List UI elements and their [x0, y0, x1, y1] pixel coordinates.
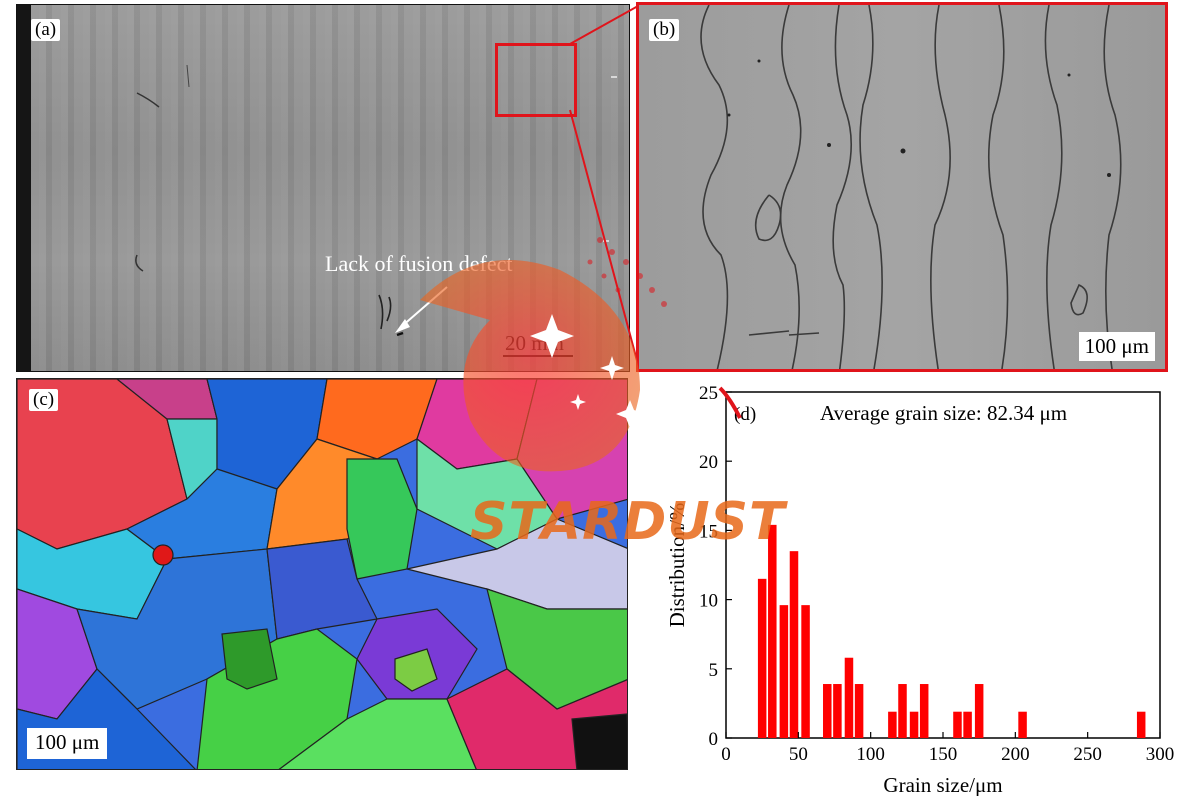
x-tick-label: 250 [1073, 744, 1102, 765]
x-tick-label: 300 [1146, 744, 1175, 765]
histogram-bar [1136, 711, 1146, 738]
histogram-bar [1018, 711, 1027, 738]
panel-a-label: (a) [31, 19, 61, 41]
ebsd-map-panel: (c) 100 μm [16, 378, 628, 770]
histogram-bar [974, 684, 984, 738]
scale-label-a: 20 mm [505, 331, 564, 355]
histogram-bar [768, 524, 777, 738]
x-tick-label: 100 [856, 744, 885, 765]
scale-label-b: 100 μm [1084, 334, 1149, 358]
y-tick-label: 10 [699, 591, 718, 612]
watermark-text: STARDUST [470, 492, 786, 552]
y-tick-label: 15 [699, 521, 718, 542]
histogram-bar [833, 684, 842, 738]
zoom-region-box [495, 43, 577, 117]
histogram-bar [844, 657, 854, 738]
y-axis-ticks: 0 5 10 15 20 25 [699, 383, 732, 750]
x-tick-label: 200 [1001, 744, 1030, 765]
x-axis-title: Grain size/μm [883, 773, 1002, 796]
scale-box-b: 100 μm [1078, 332, 1155, 361]
histogram-bar [963, 711, 972, 738]
panel-d-label: (d) [734, 404, 756, 425]
y-tick-label: 0 [709, 729, 719, 750]
panel-c-label: (c) [29, 389, 59, 411]
histogram-bar [919, 684, 929, 738]
histogram-bar [779, 605, 789, 738]
ebsd-grains [17, 379, 627, 769]
grain-boundaries [700, 5, 1122, 369]
x-tick-label: 50 [789, 744, 808, 765]
bar-series [757, 524, 1146, 738]
histogram-bar [854, 684, 864, 738]
histogram-bar [801, 605, 810, 738]
x-tick-label: 0 [721, 744, 731, 765]
micrograph-panel: (b) 100 μm [636, 2, 1168, 372]
scale-box-c: 100 μm [27, 728, 108, 759]
sample-edge [17, 5, 31, 371]
grain-size-histogram: 0 50 100 150 200 250 300 0 5 10 15 20 25 (d) Averag… [665, 383, 1174, 796]
y-tick-label: 25 [699, 383, 718, 404]
scale-bar-a [503, 355, 573, 357]
y-tick-label: 5 [709, 660, 719, 681]
y-tick-label: 20 [699, 452, 718, 473]
x-axis-ticks: 0 50 100 150 200 250 300 [721, 732, 1174, 765]
x-tick-label: 150 [929, 744, 958, 765]
y-axis-title: Distribution/% [665, 503, 689, 628]
histogram-bar [757, 578, 767, 738]
histogram-bar [888, 711, 897, 738]
histogram-bar [898, 684, 907, 738]
scale-label-c: 100 μm [35, 730, 100, 754]
defect-arrow-icon [395, 286, 448, 333]
macrograph-panel: (a) Lack of fusion defect 20 mm [16, 4, 630, 372]
histogram-bar [953, 711, 962, 738]
histogram-bar [823, 684, 832, 738]
histogram-bar [789, 551, 799, 738]
average-grain-annotation: Average grain size: 82.34 μm [820, 401, 1067, 425]
histogram-bar [909, 711, 919, 738]
panel-b-label: (b) [649, 19, 680, 41]
